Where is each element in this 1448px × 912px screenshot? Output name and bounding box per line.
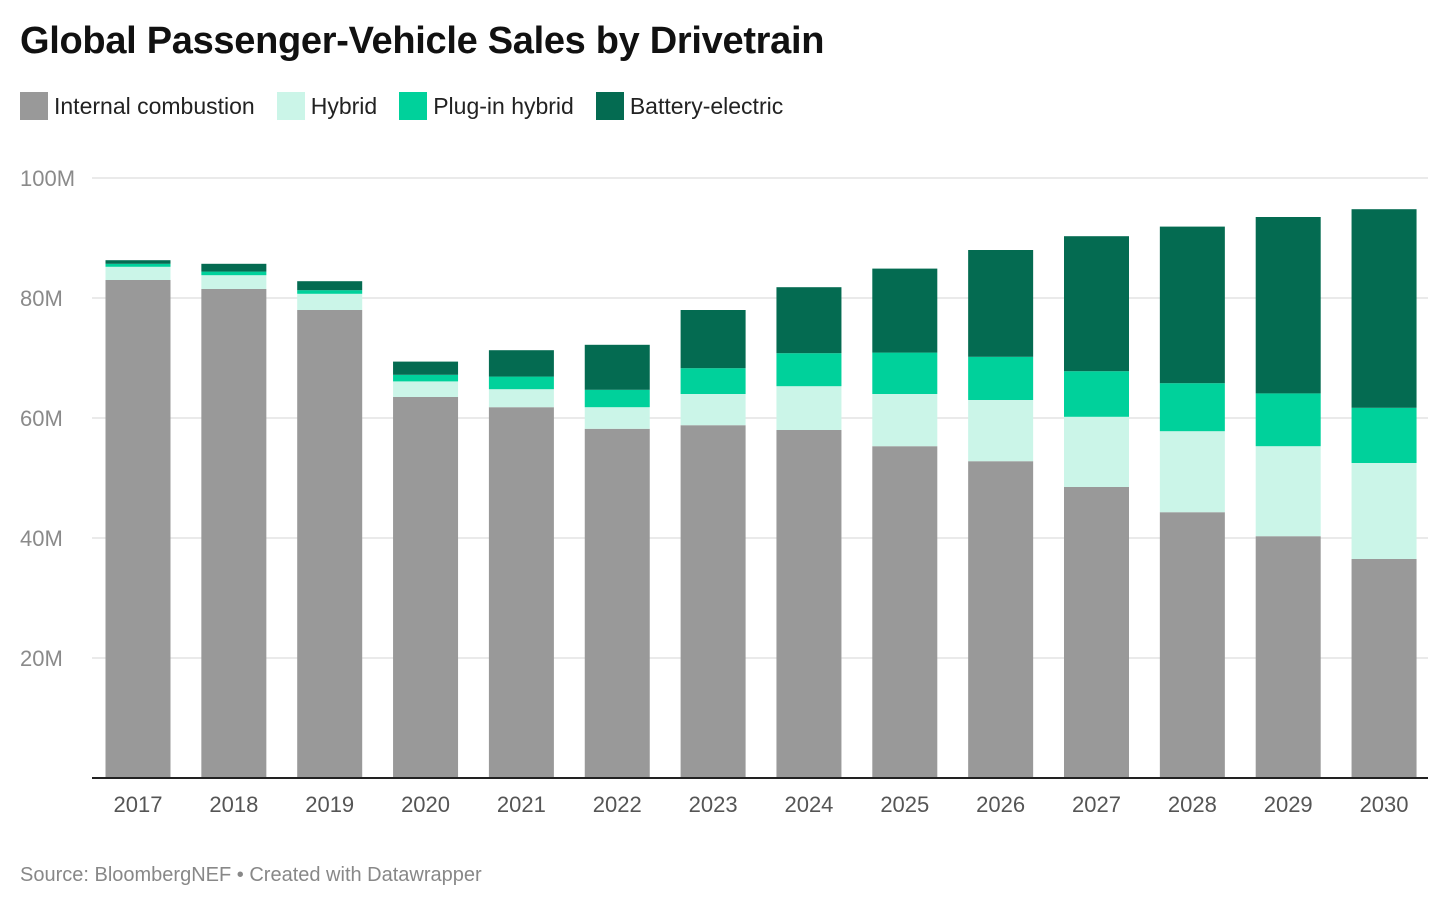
bar-hybrid-2024 <box>776 386 842 430</box>
legend-item-battery-electric: Battery-electric <box>595 92 784 120</box>
bar-hybrid-2023 <box>680 394 746 426</box>
bar-bev-2022 <box>584 344 650 390</box>
bar-hybrid-2020 <box>393 381 459 397</box>
x-tick-label-2018: 2018 <box>209 792 258 817</box>
bar-ice-2029 <box>1255 536 1321 778</box>
y-tick-label-80M: 80M <box>20 286 63 311</box>
bar-phev-2028 <box>1159 383 1225 432</box>
bar-phev-2027 <box>1064 371 1129 417</box>
bar-bev-2020 <box>393 361 459 375</box>
legend-item-internal-combustion: Internal combustion <box>20 92 255 120</box>
bar-bev-2019 <box>297 281 363 291</box>
bar-hybrid-2017 <box>105 266 171 280</box>
y-tick-label-60M: 60M <box>20 406 63 431</box>
bar-phev-2029 <box>1255 393 1321 447</box>
legend-label-plug-in-hybrid: Plug-in hybrid <box>433 92 574 119</box>
bar-ice-2028 <box>1159 512 1225 778</box>
x-tick-label-2021: 2021 <box>497 792 546 817</box>
bar-hybrid-2030 <box>1351 463 1417 559</box>
bar-hybrid-2018 <box>201 275 267 289</box>
y-tick-label-100M: 100M <box>20 166 75 191</box>
bar-phev-2022 <box>584 389 650 408</box>
bar-ice-2022 <box>584 428 650 778</box>
bar-hybrid-2022 <box>584 407 650 429</box>
bar-hybrid-2028 <box>1159 431 1225 513</box>
bar-phev-2021 <box>488 376 554 390</box>
bar-hybrid-2026 <box>968 400 1034 462</box>
bar-bev-2021 <box>488 350 554 377</box>
bar-phev-2030 <box>1351 407 1417 463</box>
bar-ice-2025 <box>872 446 938 778</box>
bar-bev-2017 <box>105 260 171 264</box>
x-tick-label-2017: 2017 <box>114 792 163 817</box>
bars <box>105 209 1417 778</box>
legend: Internal combustion Hybrid Plug-in hybri… <box>20 92 805 120</box>
x-tick-label-2023: 2023 <box>689 792 738 817</box>
bar-ice-2021 <box>488 407 554 778</box>
bar-hybrid-2021 <box>488 389 554 408</box>
bar-bev-2027 <box>1064 236 1129 372</box>
bar-bev-2028 <box>1159 226 1225 384</box>
x-tick-label-2022: 2022 <box>593 792 642 817</box>
bar-ice-2020 <box>393 397 459 778</box>
stacked-bar-chart: 20M 40M 60M 80M 100M 2017 2018 2019 2020 2021 2022… <box>20 166 1428 817</box>
bar-bev-2018 <box>201 263 267 272</box>
bar-ice-2024 <box>776 430 842 778</box>
bar-hybrid-2019 <box>297 293 363 310</box>
credit-text: Created with Datawrapper <box>249 864 482 886</box>
bar-ice-2030 <box>1351 559 1417 778</box>
legend-label-battery-electric: Battery-electric <box>629 92 784 119</box>
bar-phev-2025 <box>872 352 938 394</box>
bar-bev-2023 <box>680 310 746 369</box>
x-tick-label-2028: 2028 <box>1168 792 1217 817</box>
bar-bev-2030 <box>1351 209 1417 408</box>
axes: 20M 40M 60M 80M 100M 2017 2018 2019 2020 2021 2022… <box>20 166 1428 817</box>
bar-ice-2018 <box>201 289 267 778</box>
bar-ice-2019 <box>297 310 363 778</box>
legend-swatch-battery-electric <box>595 92 624 120</box>
bar-hybrid-2025 <box>872 394 938 447</box>
x-tick-label-2026: 2026 <box>976 792 1025 817</box>
bar-ice-2027 <box>1064 487 1129 778</box>
bar-phev-2019 <box>297 290 363 294</box>
bar-ice-2026 <box>968 461 1034 778</box>
bar-ice-2023 <box>680 425 746 778</box>
bar-phev-2024 <box>776 353 842 387</box>
bar-phev-2023 <box>680 368 746 394</box>
x-tick-label-2030: 2030 <box>1360 792 1409 817</box>
footer-separator: • <box>236 864 244 886</box>
chart-title: Global Passenger-Vehicle Sales by Drivet… <box>20 20 825 62</box>
legend-swatch-plug-in-hybrid <box>399 92 428 120</box>
bar-phev-2020 <box>393 374 459 382</box>
x-tick-label-2024: 2024 <box>784 792 833 817</box>
legend-item-hybrid: Hybrid <box>276 92 378 120</box>
x-tick-label-2025: 2025 <box>880 792 929 817</box>
legend-swatch-internal-combustion <box>20 92 48 120</box>
gridlines <box>92 177 1428 659</box>
bar-ice-2017 <box>105 280 171 778</box>
y-tick-label-20M: 20M <box>20 646 63 671</box>
footer: Source: BloombergNEF • Created with Data… <box>20 864 482 887</box>
bar-bev-2026 <box>968 250 1034 357</box>
legend-swatch-hybrid <box>276 92 305 120</box>
bar-bev-2025 <box>872 268 938 353</box>
bar-phev-2018 <box>201 271 267 276</box>
source-text: Source: BloombergNEF <box>20 864 232 886</box>
x-tick-label-2027: 2027 <box>1072 792 1121 817</box>
legend-label-internal-combustion: Internal combustion <box>54 92 255 119</box>
x-tick-label-2029: 2029 <box>1264 792 1313 817</box>
bar-bev-2029 <box>1255 217 1321 394</box>
bar-phev-2026 <box>968 356 1034 400</box>
bar-bev-2024 <box>776 287 842 354</box>
x-tick-label-2019: 2019 <box>305 792 354 817</box>
bar-hybrid-2027 <box>1064 416 1129 487</box>
bar-hybrid-2029 <box>1255 446 1321 537</box>
legend-item-plug-in-hybrid: Plug-in hybrid <box>399 92 574 120</box>
y-tick-label-40M: 40M <box>20 526 63 551</box>
x-tick-label-2020: 2020 <box>401 792 450 817</box>
legend-label-hybrid: Hybrid <box>310 92 378 119</box>
bar-phev-2017 <box>105 263 171 267</box>
